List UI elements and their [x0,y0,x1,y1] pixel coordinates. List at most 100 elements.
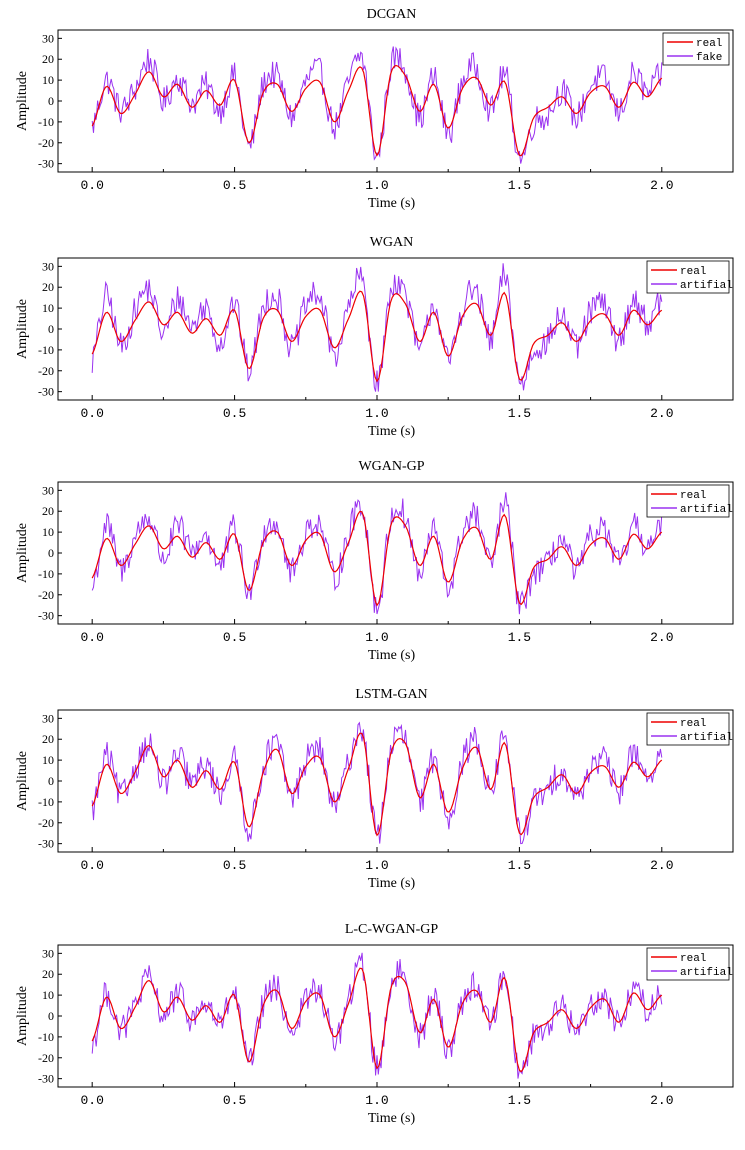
y-tick-label: 30 [42,259,54,273]
series-line-real [91,967,663,1073]
y-tick-label: 20 [42,967,54,981]
chart-title: L-C-WGAN-GP [345,922,439,937]
y-tick-label: -30 [38,609,54,623]
y-tick-label: 30 [42,31,54,45]
x-tick-label: 1.0 [365,178,388,193]
y-axis-label: Amplitude [15,71,30,131]
y-tick-label: 0 [48,546,54,560]
x-tick-label: 2.0 [650,630,673,645]
legend-box [646,712,730,746]
series-line-artifial [91,492,663,615]
y-tick-label: 10 [42,73,54,87]
series-line-real [91,510,663,607]
series-line-real [91,290,663,383]
series-line-artifial [91,952,663,1079]
series-line-artifial [91,263,663,392]
chart-title: WGAN [370,235,414,250]
legend-label-fake: fake [696,52,722,64]
legend-label-artifial: artifial [680,732,733,744]
y-axis-label: Amplitude [15,986,30,1046]
legend-box [646,260,730,294]
y-tick-label: -30 [38,157,54,171]
x-tick-label: 1.5 [508,858,531,873]
y-axis-label: Amplitude [15,523,30,583]
y-tick-label: -10 [38,795,54,809]
x-tick-label: 1.5 [508,630,531,645]
series-line-artifial [91,721,663,845]
x-axis-label: Time (s) [368,424,416,439]
legend-label-real: real [680,953,706,965]
chart-panel-3: WGAN-GP -30 -20 -10 0 10 20 30 0.0 0.5 1.0 1.5 2.0 Ti… [15,459,734,663]
series-line-fake [91,46,663,164]
y-tick-label: 10 [42,525,54,539]
y-tick-label: -10 [38,1030,54,1044]
x-axis-label: Time (s) [368,648,416,663]
y-tick-label: 0 [48,322,54,336]
x-tick-label: 0.5 [223,406,246,421]
y-axis-label: Amplitude [15,751,30,811]
legend-box [646,484,730,518]
x-tick-label: 1.0 [365,630,388,645]
y-tick-label: -10 [38,115,54,129]
y-tick-label: 10 [42,753,54,767]
y-axis-label: Amplitude [15,299,30,359]
y-tick-label: -20 [38,816,54,830]
chart-panel-1: DCGAN -30 -20 -10 0 10 20 30 0.0 0.5 1.0 1.5 2.0 Time… [15,7,734,211]
x-axis-label: Time (s) [368,876,416,891]
x-axis-label: Time (s) [368,1111,416,1126]
y-tick-label: -10 [38,343,54,357]
y-tick-label: 0 [48,94,54,108]
x-tick-label: 1.0 [365,1093,388,1108]
y-tick-label: -20 [38,588,54,602]
x-tick-label: 0.5 [223,178,246,193]
legend-label-real: real [696,38,722,50]
x-tick-label: 2.0 [650,406,673,421]
x-tick-label: 2.0 [650,1093,673,1108]
chart-title: WGAN-GP [358,459,424,474]
legend-label-artifial: artifial [680,504,733,516]
y-tick-label: 30 [42,946,54,960]
x-tick-label: 1.0 [365,858,388,873]
y-tick-label: 0 [48,774,54,788]
y-tick-label: 20 [42,504,54,518]
x-tick-label: 1.5 [508,1093,531,1108]
legend-box [646,947,730,981]
y-tick-label: 30 [42,483,54,497]
series-line-real [91,732,663,837]
y-tick-label: 20 [42,52,54,66]
y-tick-label: -30 [38,385,54,399]
x-tick-label: 0.0 [80,1093,103,1108]
chart-title: DCGAN [367,7,417,22]
y-tick-label: 30 [42,711,54,725]
chart-panel-4: LSTM-GAN -30 -20 -10 0 10 20 30 0.0 0.5 1.0 1.5 2.0 T… [15,687,734,891]
y-tick-label: -30 [38,1072,54,1086]
y-tick-label: 10 [42,301,54,315]
y-tick-label: -30 [38,837,54,851]
x-tick-label: 2.0 [650,178,673,193]
legend-box [662,32,730,66]
x-tick-label: 2.0 [650,858,673,873]
y-tick-label: -20 [38,364,54,378]
y-tick-label: -20 [38,1051,54,1065]
x-tick-label: 0.0 [80,406,103,421]
x-axis-label: Time (s) [368,196,416,211]
legend-label-real: real [680,490,706,502]
y-tick-label: 0 [48,1009,54,1023]
x-tick-label: 0.0 [80,630,103,645]
x-tick-label: 0.5 [223,858,246,873]
x-tick-label: 0.5 [223,1093,246,1108]
x-tick-label: 1.5 [508,406,531,421]
y-tick-label: 20 [42,732,54,746]
x-tick-label: 0.5 [223,630,246,645]
chart-panel-5: L-C-WGAN-GP -30 -20 -10 0 10 20 30 0.0 0.5 1.0 1.5 2… [15,922,734,1126]
chart-title: LSTM-GAN [355,687,427,702]
legend-label-real: real [680,718,706,730]
y-tick-label: -10 [38,567,54,581]
y-tick-label: 20 [42,280,54,294]
series-line-real [91,64,663,157]
y-tick-label: 10 [42,988,54,1002]
legend-label-artifial: artifial [680,280,733,292]
x-tick-label: 1.5 [508,178,531,193]
x-tick-label: 0.0 [80,858,103,873]
